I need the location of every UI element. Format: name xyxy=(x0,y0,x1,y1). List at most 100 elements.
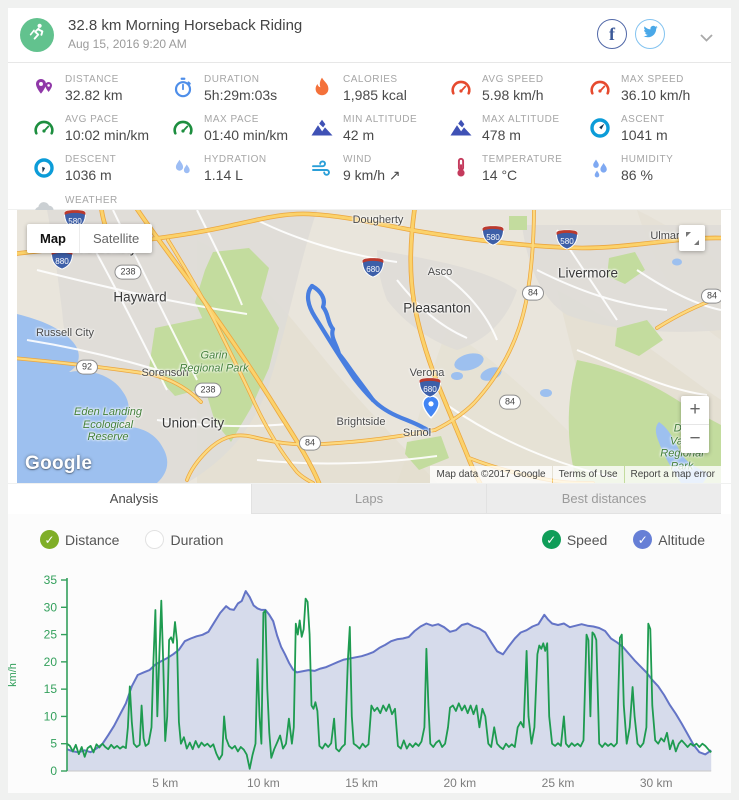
map-attribution: Map data ©2017 Google Terms of Use Repor… xyxy=(430,466,721,483)
toggle-label: Distance xyxy=(65,531,120,548)
zoom-control[interactable]: + − xyxy=(681,396,709,453)
mountains-icon xyxy=(449,116,473,140)
stat-label: Calories xyxy=(343,74,398,85)
stat-temperature: Temperature 14 °C xyxy=(449,154,588,184)
speedometer-icon xyxy=(588,76,612,100)
stat-label: Max Pace xyxy=(204,114,259,125)
stat-label: Wind xyxy=(343,154,372,165)
toggle-distance[interactable]: ✓ Distance xyxy=(40,530,119,549)
interstate-shield-icon: 580 xyxy=(481,224,506,252)
activity-date: Aug 15, 2016 9:20 AM xyxy=(68,37,187,51)
satellite-view-button[interactable]: Satellite xyxy=(79,224,152,253)
y-tick-label: 30 xyxy=(44,600,58,614)
stat-hydration: Hydration 1.14 L xyxy=(171,154,310,184)
stat-label: Max Altitude xyxy=(482,114,560,125)
map-place-label: Hayward xyxy=(113,289,167,305)
svg-text:680: 680 xyxy=(423,385,437,394)
stat-value: 10:02 min/km xyxy=(65,127,150,143)
facebook-share-button[interactable]: f xyxy=(597,19,627,49)
stat-value: 32.82 km xyxy=(65,87,123,103)
series-toggle-group: ✓ Speed ✓ Altitude xyxy=(516,530,705,549)
map-park-label: Eden Landing Ecological Reserve xyxy=(74,406,142,444)
stat-label: Max Speed xyxy=(621,74,684,85)
interstate-shield-icon: 680 xyxy=(361,256,386,284)
report-map-error-link[interactable]: Report a map error xyxy=(624,466,721,483)
toggle-altitude[interactable]: ✓ Altitude xyxy=(633,530,705,549)
map-place-label: Livermore xyxy=(557,265,619,281)
stat-avg-pace: Avg Pace 10:02 min/km xyxy=(32,114,171,143)
stat-label: Duration xyxy=(204,74,260,85)
descent-icon xyxy=(32,156,56,180)
stat-label: Avg Pace xyxy=(65,114,119,125)
stat-value: 5h:29m:03s xyxy=(204,87,278,103)
tab-laps[interactable]: Laps xyxy=(251,484,486,514)
map-data-credit: Map data ©2017 Google xyxy=(430,466,552,483)
state-route-shield-icon: 92 xyxy=(75,359,99,375)
toggle-speed[interactable]: ✓ Speed xyxy=(541,530,608,549)
svg-text:880: 880 xyxy=(55,257,69,266)
x-tick-label: 15 km xyxy=(345,776,378,790)
map-place-label: Russell City xyxy=(35,327,95,339)
fullscreen-button[interactable] xyxy=(679,225,705,251)
stopwatch-icon xyxy=(171,76,195,100)
zoom-out-button[interactable]: − xyxy=(689,428,701,449)
stat-distance: Distance 32.82 km xyxy=(32,74,171,103)
stat-value: 36.10 km/h xyxy=(621,87,691,103)
stat-max-speed: Max Speed 36.10 km/h xyxy=(588,74,727,103)
wind-icon xyxy=(310,156,334,180)
checked-circle-icon[interactable]: ✓ xyxy=(40,530,59,549)
chevron-down-icon[interactable] xyxy=(700,29,713,47)
altitude-line xyxy=(66,590,712,756)
map-section: DoughertyUlmarLivermoreAscoPleasantonCas… xyxy=(8,210,731,483)
checked-circle-icon[interactable]: ✓ xyxy=(633,530,653,549)
tab-best-distances[interactable]: Best distances xyxy=(486,484,721,514)
route-polyline xyxy=(305,283,432,435)
map-park-label: Garin Regional Park xyxy=(179,349,249,374)
map-place-label: Brightside xyxy=(336,416,386,428)
toggle-label: Speed xyxy=(566,531,608,548)
map-place-label: Union City xyxy=(161,415,225,431)
stat-label: Min Altitude xyxy=(343,114,418,125)
stats-section: Distance 32.82 km Duration 5h:29m:03s Calori… xyxy=(8,63,731,224)
stat-min-altitude: Min Altitude 42 m xyxy=(310,114,449,143)
twitter-icon xyxy=(642,23,659,45)
terms-of-use-link[interactable]: Terms of Use xyxy=(552,466,624,483)
page-title: 32.8 km Morning Horseback Riding xyxy=(68,17,303,34)
google-logo: Google xyxy=(25,453,93,474)
map-type-control[interactable]: Map Satellite xyxy=(27,224,153,253)
facebook-icon: f xyxy=(609,23,615,44)
twitter-share-button[interactable] xyxy=(635,19,665,49)
speedometer-icon xyxy=(449,76,473,100)
state-route-shield-icon: 238 xyxy=(114,264,142,280)
y-tick-label: 25 xyxy=(44,628,58,642)
y-tick-label: 5 xyxy=(50,737,57,751)
stat-ascent: Ascent 1041 m xyxy=(588,114,727,143)
stat-value: 14 °C xyxy=(482,167,518,183)
y-tick-label: 0 xyxy=(50,764,57,778)
map-view-button[interactable]: Map xyxy=(40,231,66,246)
avatar xyxy=(20,18,54,52)
gauge-icon xyxy=(32,116,56,140)
fullscreen-icon xyxy=(685,231,699,245)
y-tick-label: 35 xyxy=(44,573,58,587)
map-canvas[interactable]: DoughertyUlmarLivermoreAscoPleasantonCas… xyxy=(17,210,721,483)
tab-analysis[interactable]: Analysis xyxy=(17,484,251,514)
unchecked-circle-icon[interactable] xyxy=(145,530,165,549)
zoom-in-button[interactable]: + xyxy=(681,396,709,425)
y-tick-label: 20 xyxy=(44,655,58,669)
map-place-label: Dougherty xyxy=(352,214,404,226)
temperature-icon xyxy=(449,156,473,180)
stat-humidity: Humidity 86 % xyxy=(588,154,727,184)
stat-label: Ascent xyxy=(621,114,665,125)
map-place-label: Sunol xyxy=(402,427,432,439)
y-axis-label: km/h xyxy=(7,663,19,687)
toggle-label: Duration xyxy=(170,531,224,548)
toggle-duration[interactable]: Duration xyxy=(145,530,223,549)
svg-text:580: 580 xyxy=(486,233,500,242)
stat-calories: Calories 1,985 kcal xyxy=(310,74,449,103)
stat-value: 01:40 min/km xyxy=(204,127,289,143)
checked-circle-icon[interactable]: ✓ xyxy=(541,530,561,549)
header: 32.8 km Morning Horseback Riding Aug 15,… xyxy=(8,8,731,63)
stat-label: Distance xyxy=(65,74,119,85)
map-place-label: Pleasanton xyxy=(403,300,471,316)
